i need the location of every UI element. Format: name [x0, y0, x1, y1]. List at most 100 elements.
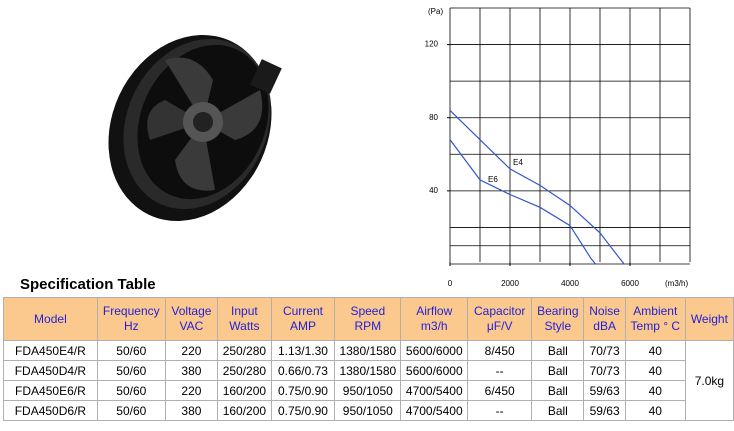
header-cell: Current AMP [270, 297, 336, 341]
table-cell: 1.13/1.30 [270, 340, 336, 361]
header-text: Hz [123, 319, 139, 333]
table-cell: 220 [164, 340, 219, 361]
spec-table: Model Frequency Hz Voltage VAC Input Watts Curr… [3, 297, 734, 421]
table-cell: 0.75/0.90 [270, 400, 336, 421]
x-unit: (m3/h) [665, 279, 688, 288]
header-row: Model Frequency Hz Voltage VAC Input Watts Curr… [3, 297, 734, 341]
header-cell: Input Watts [217, 297, 272, 341]
header-text: Weight [690, 311, 728, 326]
table-cell: 40 [624, 400, 686, 421]
x-tick-label: 6000 [621, 279, 639, 288]
y-tick-label: 80 [429, 113, 438, 122]
table-cell: FDA450E4/R [3, 340, 98, 361]
header-text: Bearing [537, 304, 579, 318]
header-cell: Speed RPM [334, 297, 402, 341]
table-cell: 220 [164, 380, 219, 401]
table-cell: 70/73 [583, 340, 626, 361]
table-cell: 1380/1580 [334, 360, 402, 381]
table-cell: 4700/5400 [400, 400, 469, 421]
table-cell: 380 [164, 360, 219, 381]
table-cell: 5600/6000 [400, 360, 469, 381]
table-cell: FDA450D6/R [3, 400, 98, 421]
y-tick-label: 40 [429, 186, 438, 195]
table-cell: 250/280 [217, 360, 272, 381]
header-text: Ambient [633, 304, 678, 318]
x-tick-label: 0 [448, 279, 453, 288]
header-text: Noise [589, 304, 620, 318]
table-cell: 5600/6000 [400, 340, 469, 361]
table-title: Specification Table [20, 276, 156, 293]
y-unit: (Pa) [428, 7, 443, 16]
table-cell: 50/60 [96, 340, 166, 361]
header-cell: Voltage VAC [164, 297, 219, 341]
curve [449, 109, 625, 265]
table-row: FDA450D4/R 50/60 380 250/280 0.66/0.73 1380/1… [3, 360, 734, 381]
table-cell: FDA450D4/R [3, 360, 98, 381]
header-cell: Noise dBA [583, 297, 626, 341]
curve-label: E6 [488, 175, 498, 184]
table-cell: -- [467, 400, 533, 421]
y-tick-label: 120 [425, 40, 439, 49]
table-cell: 950/1050 [334, 380, 402, 401]
x-tick-label: 4000 [561, 279, 579, 288]
table-cell: 50/60 [96, 360, 166, 381]
header-cell: Weight [684, 297, 734, 341]
header-text: Style [544, 319, 572, 333]
table-cell: 50/60 [96, 380, 166, 401]
curve-label: E4 [513, 158, 523, 167]
header-cell: Airflow m3/h [400, 297, 469, 341]
table-cell: -- [467, 360, 533, 381]
curve [449, 139, 596, 265]
header-text: Temp ° C [630, 319, 681, 333]
header-text: μF/V [486, 319, 513, 333]
header-text: dBA [593, 319, 616, 333]
header-text: Watts [229, 319, 260, 333]
table-row: FDA450E6/R 50/60 220 160/200 0.75/0.90 950/10… [3, 380, 734, 401]
table-cell: 160/200 [217, 400, 272, 421]
header-text: Speed [350, 304, 386, 318]
table-cell: 6/450 [467, 380, 533, 401]
header-cell: Frequency Hz [96, 297, 166, 341]
table-row: FDA450E4/R 50/60 220 250/280 1.13/1.30 1380/1… [3, 340, 734, 421]
header-cell: Ambient Temp ° C [624, 297, 686, 341]
table-cell: Ball [531, 340, 585, 361]
table-cell: 160/200 [217, 380, 272, 401]
header-text: Input [231, 304, 258, 318]
header-text: Voltage [171, 304, 212, 318]
table-cell: 250/280 [217, 340, 272, 361]
table-cell: 70/73 [583, 360, 626, 381]
table-cell: 0.75/0.90 [270, 380, 336, 401]
table-row: FDA450D6/R 50/60 380 160/200 0.75/0.90 950/10… [3, 400, 734, 421]
header-text: Frequency [102, 304, 160, 318]
table-cell: 40 [624, 380, 686, 401]
table-cell: 380 [164, 400, 219, 421]
header-text: RPM [354, 319, 382, 333]
header-text: Model [34, 311, 67, 326]
weight-cell: 7.0kg [684, 340, 734, 421]
table-cell: 950/1050 [334, 400, 402, 421]
table-cell: 40 [624, 340, 686, 361]
table-cell: Ball [531, 400, 585, 421]
header-cell: Capacitor μF/V [467, 297, 533, 341]
table-cell: 1380/1580 [334, 340, 402, 361]
header-cell: Bearing Style [531, 297, 585, 341]
table-cell: 4700/5400 [400, 380, 469, 401]
header-text: Capacitor [474, 304, 526, 318]
table-cell: 0.66/0.73 [270, 360, 336, 381]
table-cell: 59/63 [583, 380, 626, 401]
table-cell: Ball [531, 360, 585, 381]
header-text: Airflow [416, 304, 453, 318]
header-cell: Model [3, 297, 98, 341]
table-cell: Ball [531, 380, 585, 401]
performance-chart: (Pa) (m3/h) 40 80 120 0 2000 4000 6000 E4 E6 [425, 7, 691, 288]
table-cell: 40 [624, 360, 686, 381]
header-text: AMP [289, 319, 316, 333]
header-text: VAC [179, 319, 204, 333]
table-cell: 8/450 [467, 340, 533, 361]
table-cell: 59/63 [583, 400, 626, 421]
x-tick-label: 2000 [501, 279, 519, 288]
table-cell: FDA450E6/R [3, 380, 98, 401]
header-text: m3/h [420, 319, 448, 333]
table-cell: 50/60 [96, 400, 166, 421]
